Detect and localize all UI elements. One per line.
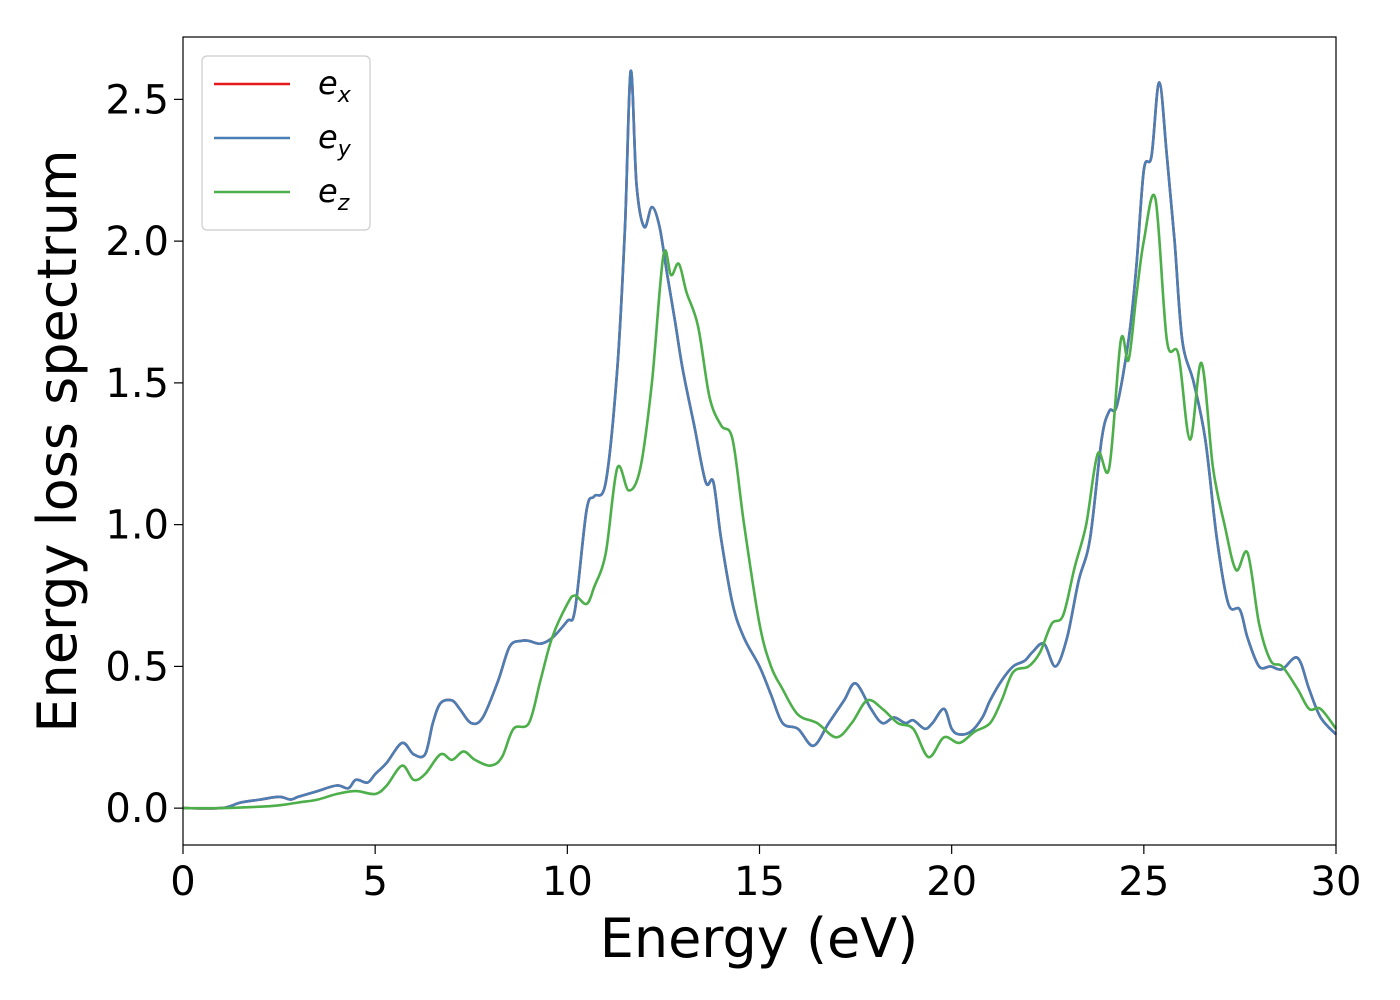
- x-tick-label: 0: [170, 859, 195, 905]
- x-tick-label: 10: [542, 859, 593, 905]
- x-tick-label: 30: [1311, 859, 1362, 905]
- y-tick-label: 0.0: [105, 786, 169, 832]
- series-line-e-z: [182, 193, 1338, 810]
- y-tick-label: 0.5: [105, 644, 169, 690]
- lines-layer: [182, 69, 1338, 810]
- x-tick-label: 20: [926, 859, 977, 905]
- series-line-e-y: [182, 69, 1337, 810]
- legend: ex ey ez: [201, 55, 371, 231]
- y-axis-label: Energy loss spectrum: [26, 149, 89, 732]
- y-tick-label: 1.0: [105, 503, 169, 549]
- legend-label-e-z: ez: [318, 172, 350, 216]
- x-tick-label: 5: [362, 859, 387, 905]
- ticks-layer: 0 5 10 15 20 25 30 0.0 0.5 1.0 1.5 2.0 2.5: [105, 77, 1361, 905]
- x-tick-label: 25: [1118, 859, 1169, 905]
- x-tick-label: 15: [734, 859, 785, 905]
- legend-label-e-x: ex: [318, 64, 352, 108]
- x-axis-label: Energy (eV): [600, 907, 919, 970]
- legend-box: [201, 55, 371, 231]
- y-tick-label: 2.5: [105, 77, 169, 123]
- y-tick-label: 1.5: [105, 361, 169, 407]
- legend-label-e-y: ey: [318, 118, 352, 162]
- y-tick-label: 2.0: [105, 219, 169, 265]
